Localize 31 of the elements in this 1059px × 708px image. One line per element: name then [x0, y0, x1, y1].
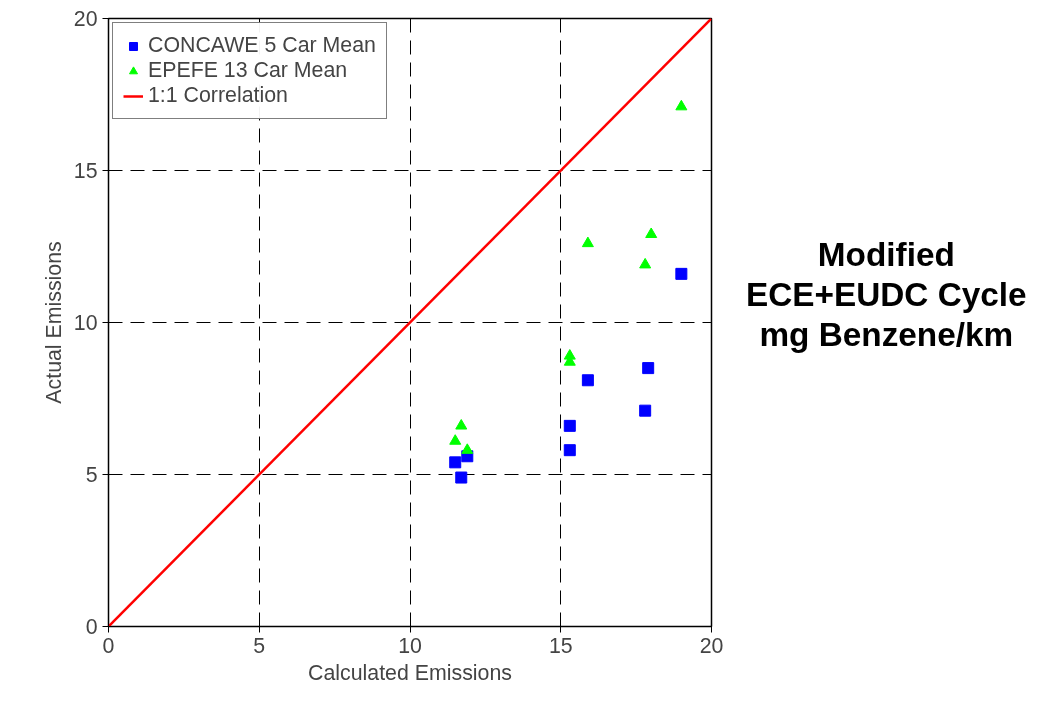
- point: [645, 227, 658, 239]
- point: [461, 443, 474, 454]
- point: [675, 99, 688, 111]
- point: [581, 374, 594, 387]
- point: [675, 267, 688, 280]
- y-tick-label: 5: [85, 463, 98, 487]
- x-axis-title: Calculated Emissions: [308, 660, 512, 685]
- point: [563, 419, 576, 432]
- point: [449, 456, 462, 469]
- x-tick-label: 15: [548, 633, 573, 658]
- x-tick-label: 0: [102, 633, 115, 658]
- point: [639, 404, 652, 417]
- y-tick-label: 20: [73, 7, 98, 31]
- point: [455, 419, 468, 430]
- point: [455, 471, 468, 484]
- point: [639, 257, 652, 269]
- point: [449, 434, 462, 445]
- y-tick-label: 10: [73, 311, 98, 335]
- point: [642, 362, 655, 375]
- point: [581, 236, 594, 248]
- x-tick-label: 20: [699, 633, 724, 658]
- x-tick-label: 5: [253, 633, 266, 658]
- legend-label: EPEFE 13 Car Mean: [148, 58, 348, 83]
- point: [563, 444, 576, 457]
- y-axis-title: Actual Emissions: [41, 241, 66, 404]
- y-tick-label: 15: [73, 159, 98, 183]
- x-tick-label: 10: [398, 633, 422, 658]
- legend-label: 1:1 Correlation: [148, 83, 288, 108]
- legend-label: CONCAWE 5 Car Mean: [148, 33, 376, 58]
- text: Modified ECE+EUDC Cycle mg Benzene/km: [746, 235, 1027, 355]
- y-tick-label: 0: [85, 615, 98, 639]
